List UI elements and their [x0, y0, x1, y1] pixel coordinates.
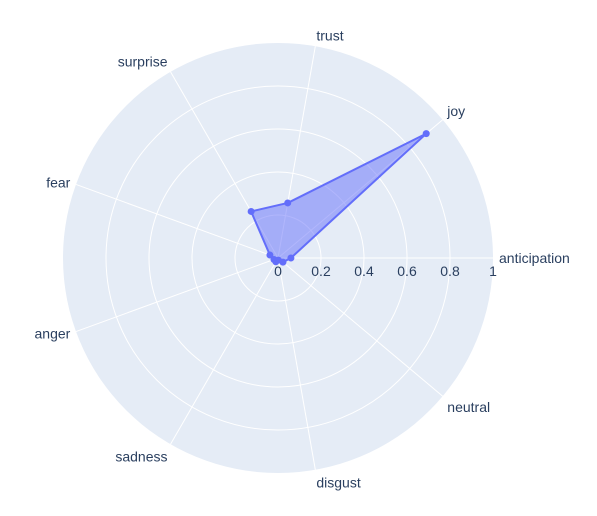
- category-label-neutral: neutral: [447, 399, 490, 415]
- category-label-trust: trust: [316, 27, 343, 43]
- radial-tick-labels: 0 0.2 0.4 0.6 0.8 1: [274, 263, 497, 279]
- category-label-sadness: sadness: [115, 448, 167, 464]
- category-labels: anticipation joy trust surprise fear anger sad…: [35, 27, 570, 490]
- radial-tick-label: 0.2: [311, 263, 331, 279]
- category-label-joy: joy: [446, 103, 465, 119]
- angular-grid-line: [75, 183, 279, 259]
- category-label-anger: anger: [35, 326, 71, 342]
- radial-tick-label: 0: [274, 263, 282, 279]
- series-point-surprise: [247, 207, 255, 215]
- angular-grid-line: [75, 257, 279, 333]
- angular-grid-line: [277, 257, 444, 397]
- series-points: [247, 130, 430, 266]
- radial-tick-label: 0.8: [440, 263, 460, 279]
- category-label-disgust: disgust: [316, 475, 360, 491]
- radial-tick-label: 1: [489, 263, 497, 279]
- angular-grid-line: [277, 257, 316, 470]
- series-point-joy: [422, 130, 430, 138]
- series-point-neutral: [279, 258, 287, 266]
- category-label-fear: fear: [46, 174, 70, 190]
- angular-grid-line: [170, 257, 279, 445]
- category-label-surprise: surprise: [118, 54, 168, 70]
- series-point-trust: [284, 199, 292, 207]
- series-point-fear: [266, 251, 274, 259]
- radial-tick-label: 0.6: [397, 263, 417, 279]
- radial-tick-label: 0.4: [354, 263, 374, 279]
- series-point-anticipation: [287, 254, 295, 262]
- category-label-anticipation: anticipation: [499, 250, 570, 266]
